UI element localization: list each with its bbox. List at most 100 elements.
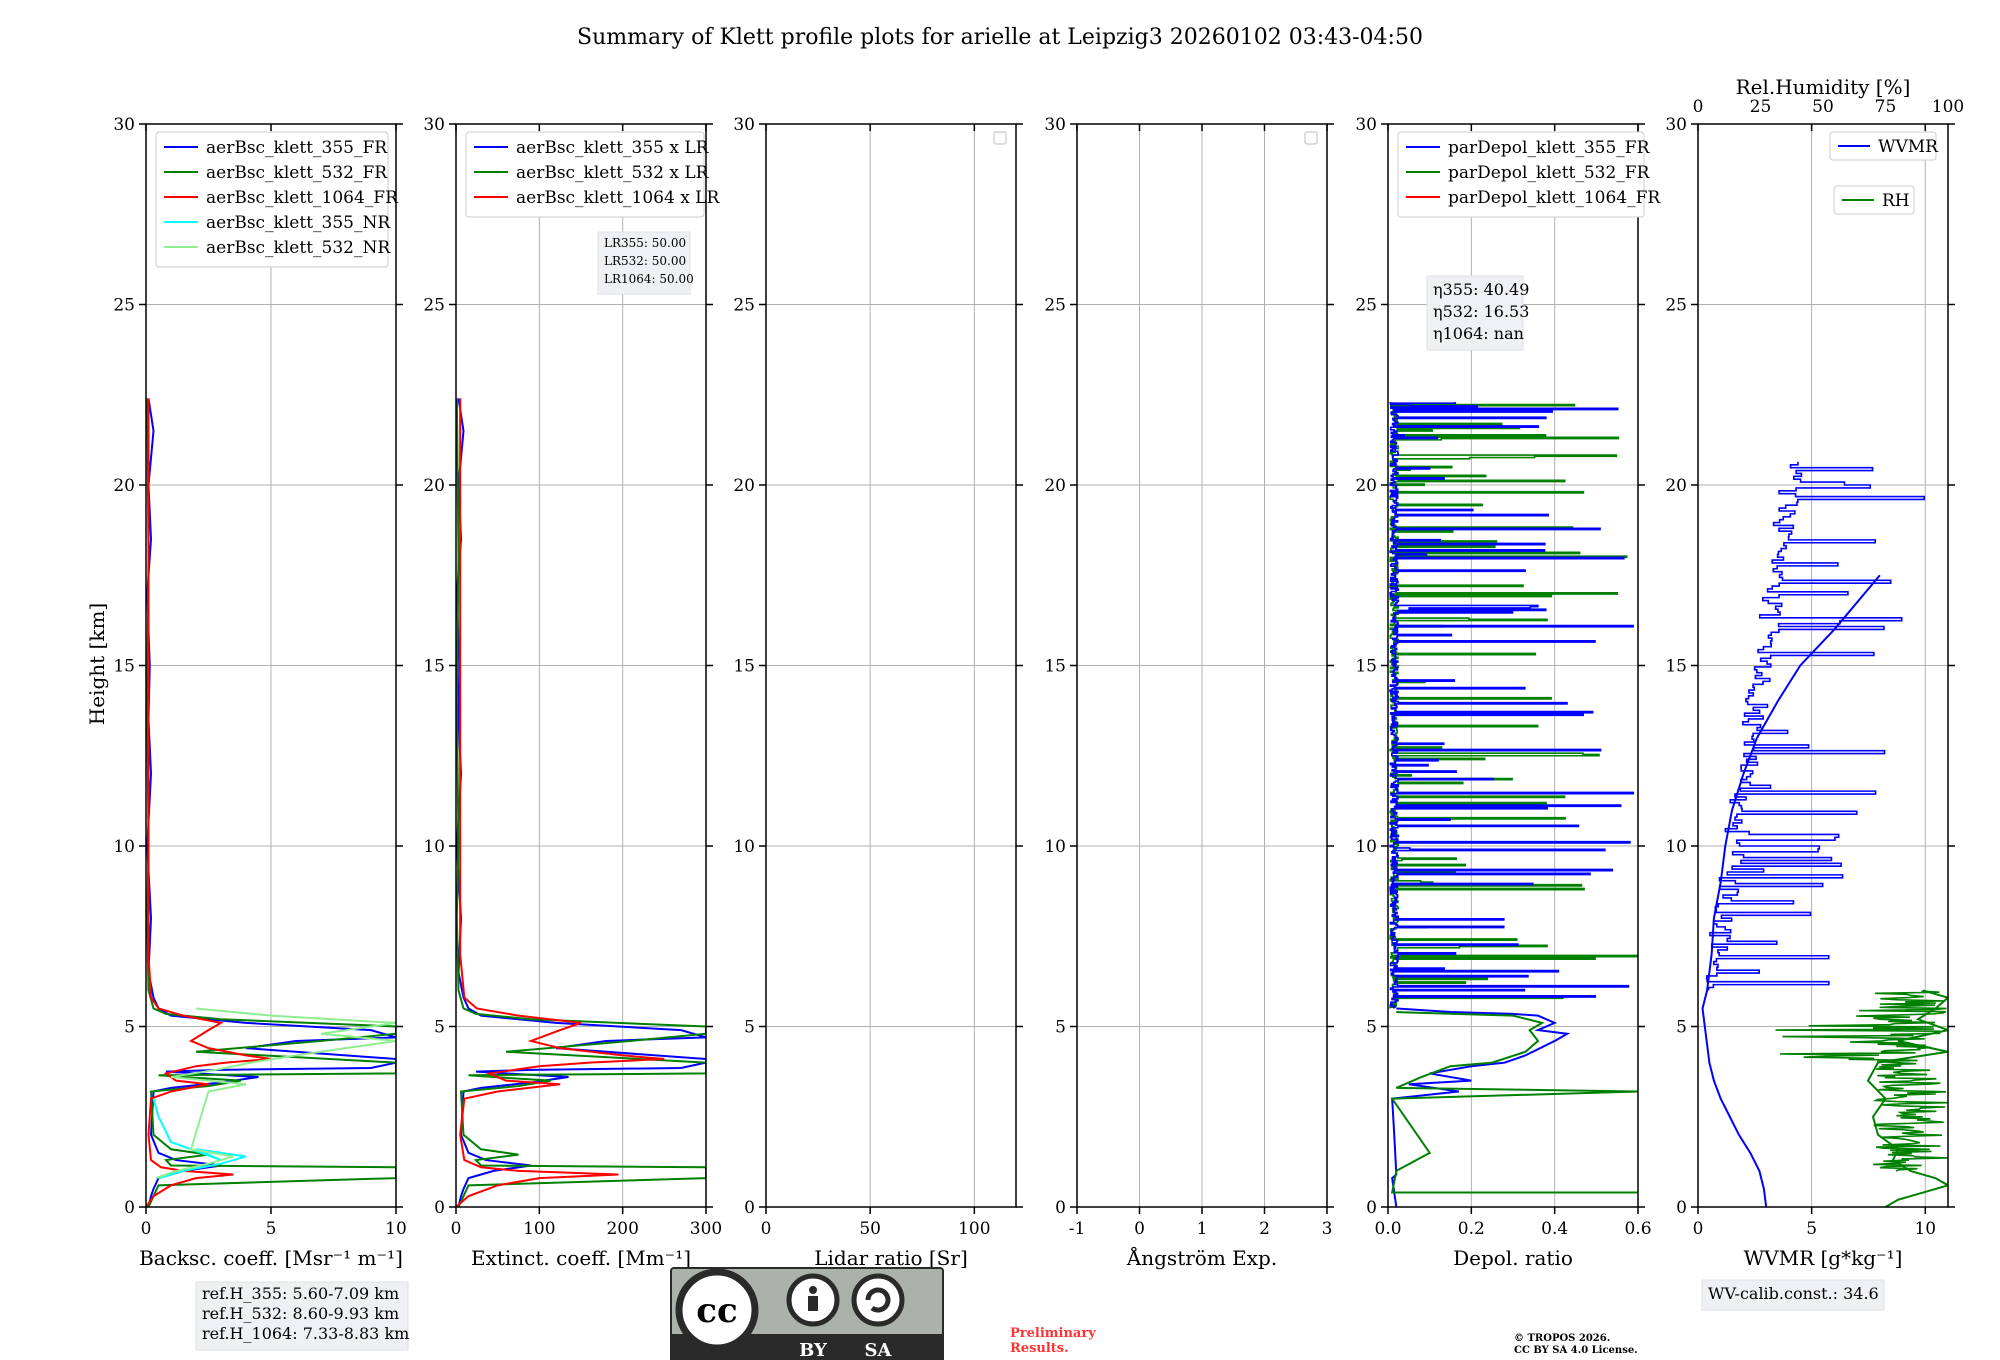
info-box-line: η1064: nan (1433, 324, 1524, 343)
info-box-bg (195, 1281, 409, 1351)
by-person-body (808, 1296, 818, 1311)
series-line-aerBsc_klett_532 x LR (456, 398, 706, 1207)
y-tick-label: 15 (423, 657, 445, 677)
y-tick-label: 30 (423, 115, 445, 135)
y-tick-label: 30 (733, 115, 755, 135)
x-tick-label: 0.4 (1541, 1219, 1568, 1239)
x-tick-label: 0 (761, 1219, 772, 1239)
y-axis-label: Height [km] (85, 603, 109, 725)
info-box-line: ref.H_355: 5.60-7.09 km (202, 1284, 399, 1303)
legend-label: aerBsc_klett_355_FR (206, 138, 388, 158)
x-tick-label: 10 (1914, 1219, 1936, 1239)
legend-label: parDepol_klett_532_FR (1448, 163, 1651, 183)
series-line-WVMR (1701, 574, 1881, 1207)
rh-noise (1775, 990, 1948, 1172)
y-tick-label: 10 (423, 837, 445, 857)
info-box-line: LR532: 50.00 (604, 254, 686, 268)
panel-extinction: 0 100 200 300 0 5 10 15 20 25 30 Extinct. coeff. [M… (423, 115, 722, 1270)
y-tick-label: 25 (1355, 296, 1377, 316)
y-tick-label: 10 (1044, 837, 1066, 857)
x-tick-label: 3 (1322, 1219, 1333, 1239)
legend-label: parDepol_klett_355_FR (1448, 138, 1651, 158)
legend-label: aerBsc_klett_1064 x LR (516, 188, 720, 208)
info-box-bg (597, 231, 691, 295)
legend-box (1829, 131, 1937, 161)
y-tick-label: 20 (1044, 476, 1066, 496)
preliminary-line2: Results. (1010, 1341, 1069, 1356)
x-axis-label: Extinct. coeff. [Mm⁻¹] (471, 1246, 691, 1270)
series-line-aerBsc_klett_1064_FR (146, 398, 272, 1207)
x-tick-label: 50 (859, 1219, 881, 1239)
y-tick-label: 5 (1366, 1018, 1377, 1038)
preliminary-line1: Preliminary (1010, 1326, 1096, 1341)
figure-title: Summary of Klett profile plots for ariel… (577, 25, 1423, 50)
x-axis-label: Lidar ratio [Sr] (814, 1246, 968, 1270)
wvmr-noise (1705, 461, 1925, 991)
y-tick-label: 15 (1665, 657, 1687, 677)
by-text: BY (799, 1340, 828, 1360)
y-tick-label: 25 (733, 296, 755, 316)
panel-depol: 0.0 0.2 0.4 0.6 0 5 10 15 20 25 30 Depol. ratio parD… (1355, 115, 1661, 1270)
series-line-parDepol_klett_532_FR (1390, 1011, 1638, 1194)
info-box-line: WV-calib.const.: 34.6 (1708, 1284, 1879, 1303)
y-tick-label: 30 (1355, 115, 1377, 135)
series-line-aerBsc_klett_355 x LR (456, 398, 706, 1207)
y-tick-label: 5 (124, 1018, 135, 1038)
top-tick-label: 75 (1875, 97, 1897, 117)
y-tick-label: 20 (733, 476, 755, 496)
legend-label: aerBsc_klett_1064_FR (206, 188, 399, 208)
x-axis-label: Backsc. coeff. [Msr⁻¹ m⁻¹] (139, 1246, 403, 1270)
y-tick-label: 10 (1665, 837, 1687, 857)
y-tick-label: 15 (113, 657, 135, 677)
by-person-head (809, 1286, 817, 1294)
top-tick-label: 100 (1932, 97, 1964, 117)
x-tick-label: 5 (1806, 1219, 1817, 1239)
cc-license-badge: cc BY SA (670, 1267, 944, 1360)
series-group-depol (1389, 401, 1638, 1207)
sa-share-icon (851, 1273, 905, 1327)
x-tick-label: 200 (606, 1219, 638, 1239)
y-tick-label: 0 (1366, 1198, 1377, 1218)
top-axis-label: Rel.Humidity [%] (1736, 75, 1911, 99)
cc-icon-text: cc (696, 1291, 737, 1331)
legend-label: aerBsc_klett_355 x LR (516, 138, 710, 158)
top-tick-label: 50 (1812, 97, 1834, 117)
x-tick-label: 0 (141, 1219, 152, 1239)
series-line-aerBsc_klett_1064 x LR (456, 398, 665, 1207)
x-tick-label: 5 (266, 1219, 277, 1239)
y-tick-label: 15 (1044, 657, 1066, 677)
y-tick-label: 20 (1665, 476, 1687, 496)
y-tick-label: 25 (1044, 296, 1066, 316)
x-tick-label: 0.0 (1374, 1219, 1401, 1239)
x-tick-label: -1 (1069, 1219, 1086, 1239)
y-tick-label: 15 (1355, 657, 1377, 677)
series-line-aerBsc_klett_355_FR (146, 398, 396, 1207)
top-tick-label: 25 (1750, 97, 1772, 117)
series-line-aerBsc_klett_532_NR (155, 1007, 396, 1180)
series-line-parDepol_klett_355_FR (1391, 1007, 1571, 1207)
x-tick-label: 1 (1197, 1219, 1208, 1239)
legend-label: aerBsc_klett_532_FR (206, 163, 388, 183)
x-axis-label: Ångström Exp. (1126, 1245, 1277, 1270)
y-tick-label: 0 (1676, 1198, 1687, 1218)
panel-backscatter: 0 5 10 0 5 10 15 20 25 30 Backsc. coeff. [Msr⁻¹ m⁻… (113, 115, 409, 1351)
panel-lidar-ratio: 0 50 100 0 5 10 15 20 25 30 Lidar ratio [Sr] (733, 115, 1023, 1270)
info-box-bg (1701, 1279, 1885, 1311)
y-tick-label: 10 (113, 837, 135, 857)
series-group-backscatter (146, 398, 396, 1207)
info-box-line: ref.H_532: 8.60-9.93 km (202, 1304, 399, 1323)
empty-legend (1304, 131, 1318, 145)
y-tick-label: 20 (1355, 476, 1377, 496)
legend-label: aerBsc_klett_532 x LR (516, 163, 710, 183)
x-axis-label: WVMR [g*kg⁻¹] (1744, 1246, 1903, 1270)
x-tick-label: 300 (690, 1219, 722, 1239)
x-axis-label: Depol. ratio (1453, 1246, 1573, 1270)
x-tick-label: 2 (1259, 1219, 1270, 1239)
x-tick-label: 10 (385, 1219, 407, 1239)
x-tick-label: 0.6 (1624, 1219, 1651, 1239)
sa-arrow (865, 1287, 891, 1313)
y-tick-label: 0 (434, 1198, 445, 1218)
